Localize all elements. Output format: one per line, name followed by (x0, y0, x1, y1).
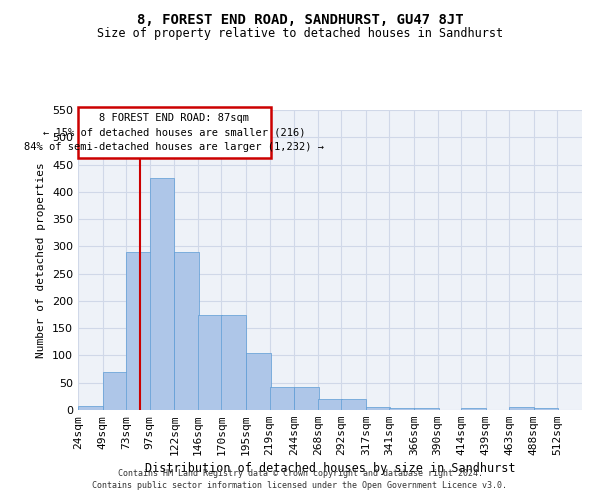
Bar (150, 178, 174, 410)
Bar (103, 372, 127, 410)
Text: Contains HM Land Registry data © Crown copyright and database right 2024.: Contains HM Land Registry data © Crown c… (118, 468, 482, 477)
FancyBboxPatch shape (78, 108, 271, 158)
Bar (366, 406, 391, 410)
Text: Size of property relative to detached houses in Sandhurst: Size of property relative to detached ho… (97, 28, 503, 40)
Bar (174, 252, 199, 410)
Bar (509, 408, 534, 410)
Bar (534, 408, 559, 410)
Bar (318, 399, 342, 410)
Text: Contains public sector information licensed under the Open Government Licence v3: Contains public sector information licen… (92, 481, 508, 490)
Bar (78, 406, 103, 410)
Bar (246, 352, 271, 410)
Text: 8 FOREST END ROAD: 87sqm
← 15% of detached houses are smaller (216)
84% of semi-: 8 FOREST END ROAD: 87sqm ← 15% of detach… (24, 113, 324, 152)
Bar (461, 408, 486, 410)
X-axis label: Distribution of detached houses by size in Sandhurst: Distribution of detached houses by size … (145, 462, 515, 475)
Bar (221, 314, 246, 410)
Bar (269, 386, 294, 410)
Bar (126, 252, 151, 410)
Bar (198, 314, 223, 410)
Bar (341, 399, 366, 410)
Text: 8, FOREST END ROAD, SANDHURST, GU47 8JT: 8, FOREST END ROAD, SANDHURST, GU47 8JT (137, 12, 463, 26)
Y-axis label: Number of detached properties: Number of detached properties (37, 162, 46, 358)
Bar (294, 386, 319, 410)
Bar (414, 408, 439, 410)
Bar (389, 408, 414, 410)
